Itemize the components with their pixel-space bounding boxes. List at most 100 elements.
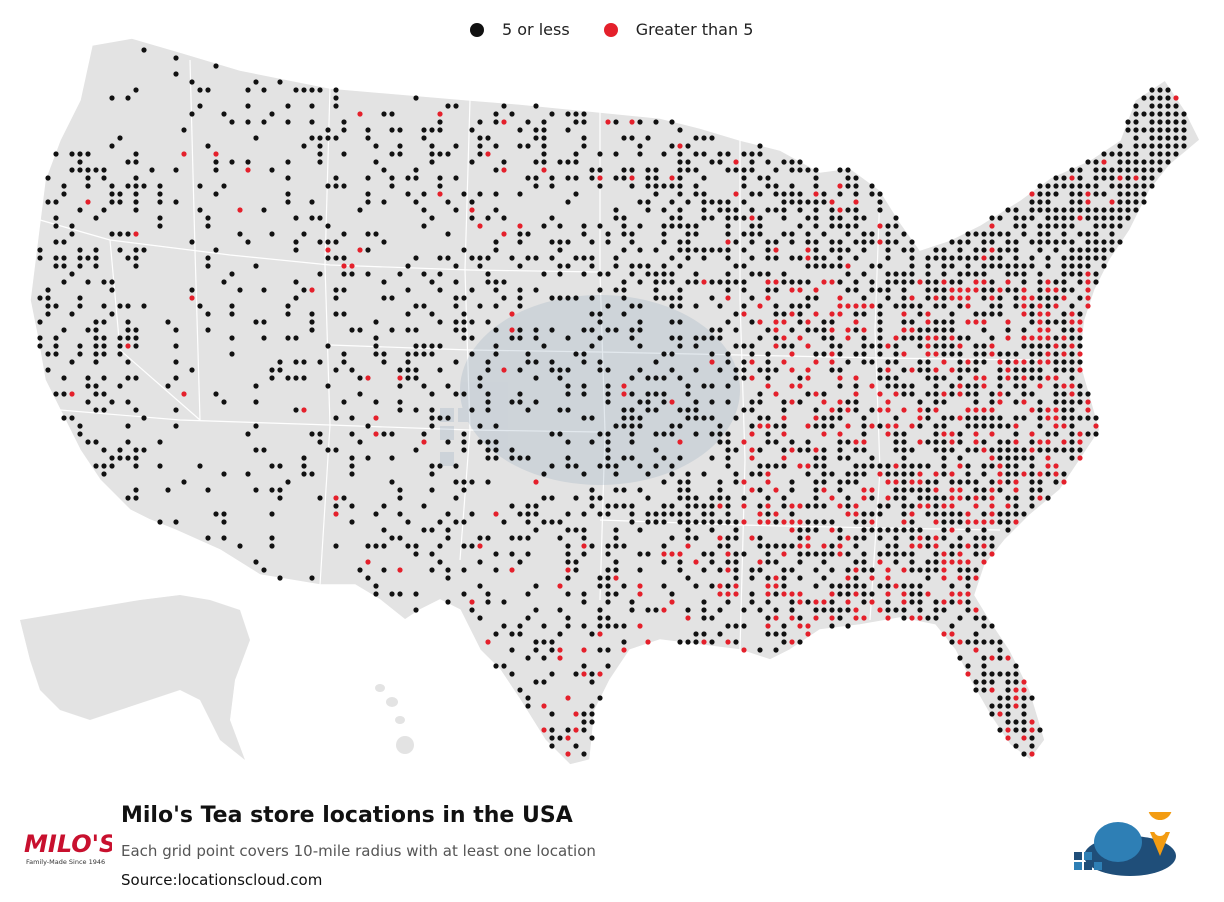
grid-point-low [917, 495, 923, 501]
grid-point-high [693, 559, 699, 565]
grid-point-low [1021, 711, 1027, 717]
grid-point-low [701, 151, 707, 157]
grid-point-low [525, 695, 531, 701]
grid-point-high [957, 575, 963, 581]
grid-point-low [1037, 487, 1043, 493]
grid-point-low [829, 471, 835, 477]
grid-point-high [677, 551, 683, 557]
grid-point-low [853, 327, 859, 333]
grid-point-low [333, 447, 339, 453]
grid-point-low [581, 111, 587, 117]
grid-point-low [613, 567, 619, 573]
grid-point-low [1053, 207, 1059, 213]
grid-point-low [701, 255, 707, 261]
grid-point-low [85, 439, 91, 445]
grid-point-low [85, 327, 91, 333]
grid-point-low [893, 351, 899, 357]
grid-point-high [1045, 455, 1051, 461]
grid-point-low [1069, 303, 1075, 309]
grid-point-low [885, 247, 891, 253]
grid-point-low [1013, 719, 1019, 725]
grid-point-low [189, 111, 195, 117]
grid-point-low [629, 135, 635, 141]
grid-point-low [1093, 231, 1099, 237]
grid-point-low [533, 327, 539, 333]
grid-point-low [397, 591, 403, 597]
grid-point-high [1013, 703, 1019, 709]
grid-point-low [765, 375, 771, 381]
grid-point-low [821, 415, 827, 421]
grid-point-low [829, 583, 835, 589]
grid-point-low [861, 239, 867, 245]
grid-point-high [837, 207, 843, 213]
grid-point-low [637, 367, 643, 373]
grid-point-low [701, 383, 707, 389]
grid-point-low [709, 383, 715, 389]
grid-point-high [749, 375, 755, 381]
grid-point-low [1157, 103, 1163, 109]
grid-point-low [1005, 495, 1011, 501]
grid-point-low [1045, 199, 1051, 205]
grid-point-low [861, 311, 867, 317]
grid-point-low [77, 343, 83, 349]
grid-point-low [629, 431, 635, 437]
grid-point-low [789, 599, 795, 605]
grid-point-low [477, 615, 483, 621]
grid-point-high [1021, 287, 1027, 293]
grid-point-low [285, 199, 291, 205]
grid-point-low [813, 503, 819, 509]
grid-point-low [957, 359, 963, 365]
grid-point-high [757, 423, 763, 429]
grid-point-high [981, 447, 987, 453]
grid-point-low [749, 151, 755, 157]
grid-point-low [989, 447, 995, 453]
grid-point-low [765, 359, 771, 365]
grid-point-low [797, 639, 803, 645]
grid-point-high [821, 431, 827, 437]
grid-point-low [93, 167, 99, 173]
grid-point-low [333, 287, 339, 293]
grid-point-low [1165, 87, 1171, 93]
grid-point-low [1101, 167, 1107, 173]
grid-point-low [429, 415, 435, 421]
grid-point-high [885, 479, 891, 485]
grid-point-high [965, 543, 971, 549]
grid-point-low [1053, 175, 1059, 181]
grid-point-low [925, 495, 931, 501]
grid-point-low [125, 375, 131, 381]
grid-point-low [725, 503, 731, 509]
grid-point-low [997, 639, 1003, 645]
grid-point-high [237, 207, 243, 213]
grid-point-low [901, 583, 907, 589]
grid-point-low [629, 511, 635, 517]
grid-point-low [661, 391, 667, 397]
grid-point-high [1013, 687, 1019, 693]
grid-point-low [341, 231, 347, 237]
grid-point-high [517, 223, 523, 229]
grid-point-low [541, 495, 547, 501]
grid-point-low [53, 151, 59, 157]
grid-point-low [1029, 391, 1035, 397]
grid-point-high [565, 567, 571, 573]
grid-point-low [421, 207, 427, 213]
grid-point-low [1037, 247, 1043, 253]
grid-point-low [301, 471, 307, 477]
grid-point-low [901, 439, 907, 445]
grid-point-low [1013, 255, 1019, 261]
grid-point-high [941, 391, 947, 397]
grid-point-low [237, 231, 243, 237]
grid-point-low [605, 327, 611, 333]
grid-point-low [1053, 279, 1059, 285]
grid-point-low [405, 543, 411, 549]
grid-point-low [933, 319, 939, 325]
grid-point-low [717, 151, 723, 157]
grid-point-high [741, 503, 747, 509]
grid-point-low [605, 575, 611, 581]
grid-point-high [925, 591, 931, 597]
grid-point-low [589, 543, 595, 549]
grid-point-low [789, 239, 795, 245]
grid-point-low [1005, 679, 1011, 685]
grid-point-low [1061, 359, 1067, 365]
grid-point-low [1037, 407, 1043, 413]
grid-point-low [661, 559, 667, 565]
